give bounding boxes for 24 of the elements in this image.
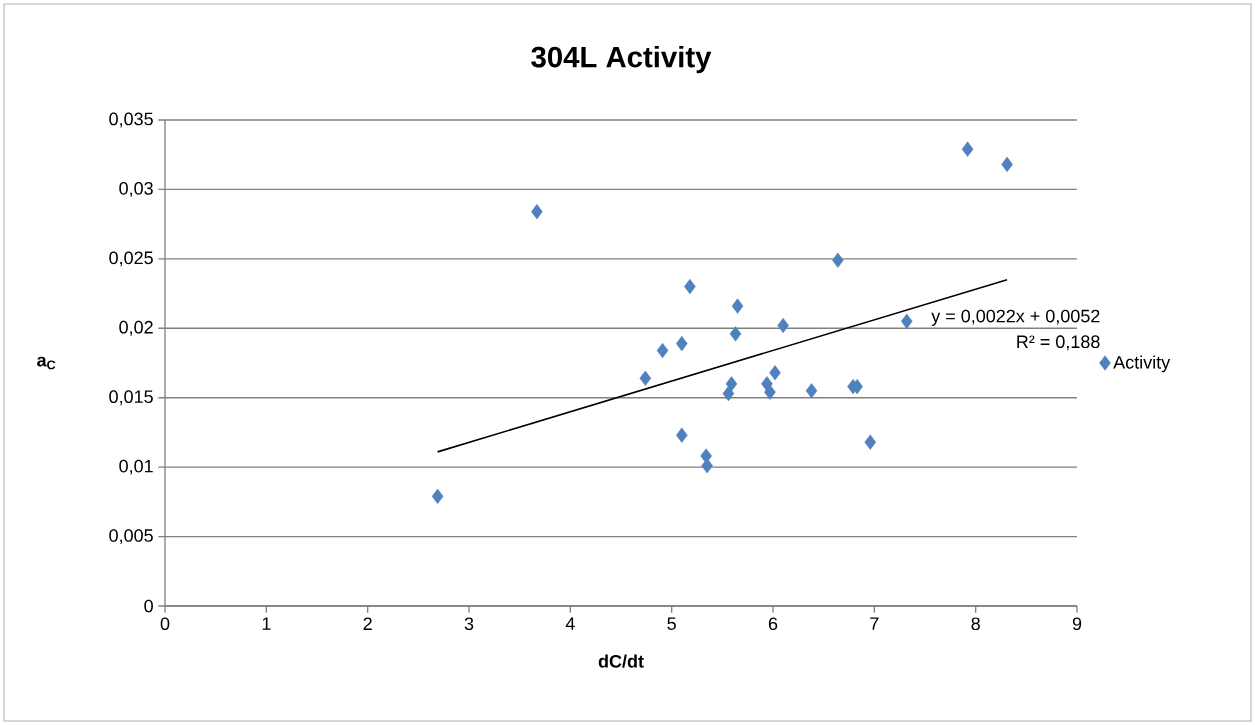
annotation: y = 0,0022x + 0,0052	[931, 309, 1100, 326]
x-tick-label: 6	[768, 617, 778, 631]
y-tick-label: 0,03	[119, 181, 153, 197]
x-tick-label: 1	[262, 617, 271, 630]
text: a$_{C}$	[37, 356, 56, 370]
annotation: R² = 0,188	[1017, 335, 1100, 351]
x-tick-label: 3	[464, 617, 474, 631]
chart-title: 304L Activity	[531, 45, 712, 74]
x-tick-label: 2	[363, 617, 372, 630]
y-tick-label: 0,035	[109, 112, 153, 128]
x-tick-label: 7	[870, 617, 879, 630]
y-tick-label: 0,025	[109, 251, 153, 267]
legend-label: Activity	[1113, 355, 1171, 373]
y-tick-label: 0,01	[119, 459, 153, 475]
y-tick-label: 0,005	[109, 529, 153, 544]
x-tick-label: 8	[971, 617, 980, 631]
x-tick-label: 5	[667, 617, 676, 630]
x-tick-label: 0	[160, 617, 170, 631]
x-axis-title: dC/dt	[598, 654, 644, 668]
y-tick-label: 0,015	[109, 390, 153, 406]
y-tick-label: 0	[144, 599, 153, 613]
x-tick-label: 9	[1072, 617, 1082, 631]
y-tick-label: 0,02	[119, 320, 153, 336]
x-tick-label: 4	[565, 617, 575, 630]
